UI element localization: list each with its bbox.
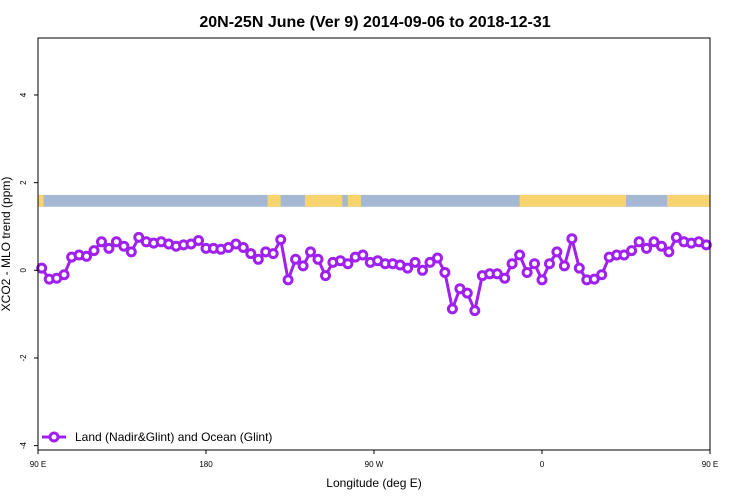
data-point [618, 249, 630, 261]
data-point [641, 242, 652, 254]
land-ocean-band [38, 194, 710, 207]
data-point [491, 268, 503, 280]
data-point [36, 262, 48, 274]
x-tick-label: 90 W [365, 460, 384, 469]
data-point [245, 248, 257, 260]
data-point [558, 260, 570, 272]
legend-label: Land (Nadir&Glint) and Ocean (Glint) [75, 430, 272, 444]
legend: Land (Nadir&Glint) and Ocean (Glint) [42, 430, 272, 444]
y-tick-label: 4 [19, 92, 28, 97]
data-point [81, 250, 92, 262]
data-point [305, 246, 316, 258]
data-point [357, 249, 369, 261]
data-point [454, 283, 466, 295]
plot-frame [37, 37, 711, 451]
data-point [573, 262, 585, 274]
data-point [297, 260, 309, 272]
y-tick-label: 0 [19, 268, 28, 273]
data-point [432, 252, 443, 264]
data-point [275, 234, 287, 246]
data-point [536, 274, 548, 286]
data-point [58, 269, 70, 281]
data-point [312, 253, 324, 265]
data-point [529, 258, 540, 270]
data-point [282, 274, 294, 286]
data-point [670, 231, 682, 243]
ocean-band [38, 194, 710, 207]
data-point [521, 267, 533, 278]
y-tick-label: 2 [19, 180, 28, 185]
data-point [103, 242, 115, 254]
land-segment [267, 194, 281, 207]
y-axis-label: XCO2 - MLO trend (ppm) [0, 177, 13, 312]
data-point [461, 287, 473, 299]
data-point [633, 236, 645, 248]
land-segment [38, 194, 44, 207]
legend-marker-swatch [48, 431, 60, 443]
data-point [648, 236, 660, 248]
data-point [125, 246, 137, 258]
data-point [424, 256, 436, 268]
data-point [544, 258, 555, 270]
data-point [237, 242, 249, 253]
x-tick-label: 90 E [702, 460, 718, 469]
x-axis-label: Longitude (deg E) [326, 476, 421, 490]
data-point [320, 270, 331, 282]
chart-title: 20N-25N June (Ver 9) 2014-09-06 to 2018-… [199, 14, 550, 31]
data-point [88, 245, 100, 257]
x-axis: 90 E 180 90 W 0 90 E [30, 450, 718, 469]
data-point [417, 264, 428, 276]
y-tick-label: -4 [19, 442, 28, 450]
land-segment [347, 194, 361, 207]
data-point [596, 269, 608, 281]
data-point [499, 272, 511, 284]
land-segment [667, 194, 710, 207]
data-point [588, 273, 600, 285]
data-point [267, 248, 279, 260]
data-point [118, 240, 130, 252]
data-point [439, 267, 451, 278]
data-point [626, 245, 638, 257]
land-segment [304, 194, 343, 207]
data-point [446, 303, 458, 315]
data-point [663, 246, 675, 258]
y-axis: -4 -2 0 2 4 [19, 92, 38, 449]
data-point [551, 246, 563, 258]
land-segment [519, 194, 626, 207]
data-point [656, 240, 667, 252]
data-series [36, 231, 712, 317]
data-point [133, 231, 145, 243]
data-point [252, 253, 264, 265]
data-point [506, 258, 518, 270]
data-point [566, 233, 578, 245]
data-point [96, 236, 107, 248]
data-point [469, 305, 481, 317]
data-point [700, 239, 712, 251]
x-tick-label: 0 [540, 460, 545, 469]
data-point [342, 258, 354, 270]
data-point [290, 253, 302, 265]
data-point [193, 235, 204, 246]
y-tick-label: -2 [19, 354, 28, 362]
data-point [110, 236, 122, 248]
data-point [402, 262, 414, 274]
x-tick-label: 90 E [30, 460, 46, 469]
data-point [409, 256, 421, 268]
data-point [514, 249, 526, 261]
x-tick-label: 180 [199, 460, 213, 469]
